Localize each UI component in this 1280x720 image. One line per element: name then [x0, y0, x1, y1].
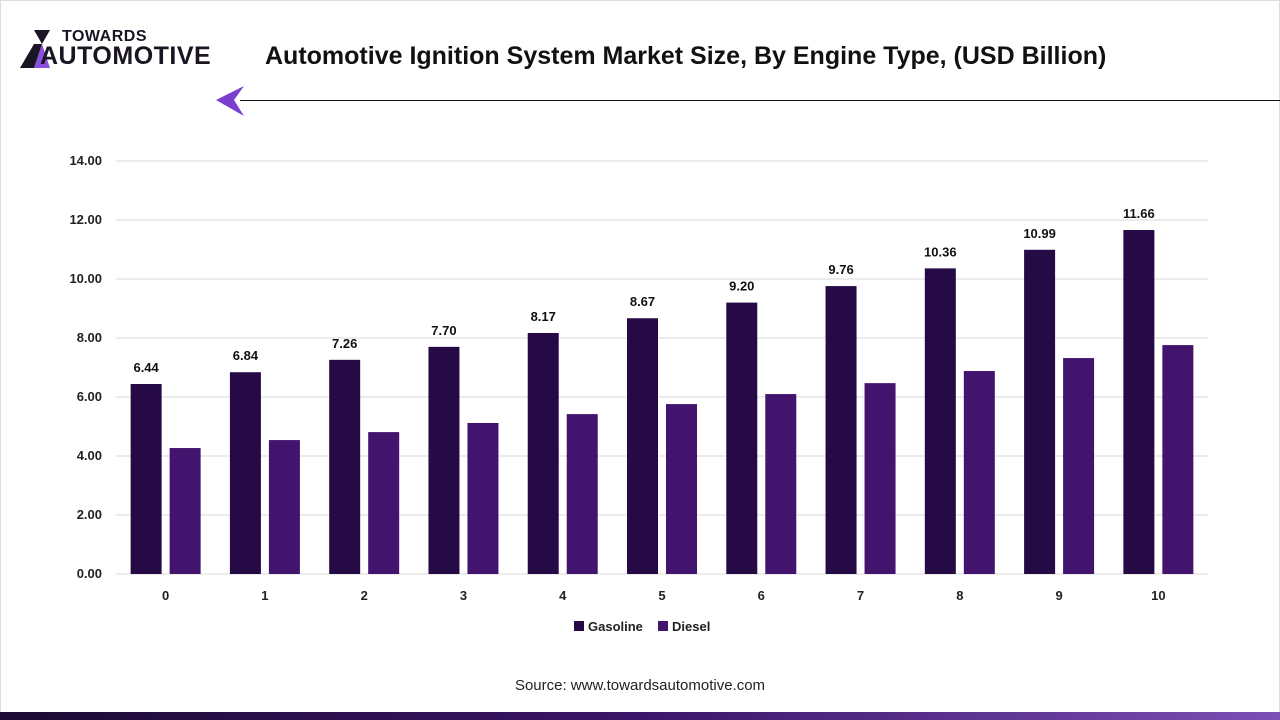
bar-gasoline: [726, 302, 758, 574]
arrow-left-icon: [216, 86, 244, 116]
x-tick-label: 8: [956, 588, 963, 603]
bar-diesel: [467, 422, 499, 574]
logo-bottom-text: AUTOMOTIVE: [40, 42, 212, 70]
x-tick-label: 1: [261, 588, 268, 603]
bar-diesel: [1162, 345, 1194, 574]
legend-swatch-diesel: [658, 621, 668, 631]
bar-gasoline: [1024, 249, 1056, 575]
y-tick-label: 6.00: [77, 389, 102, 404]
x-tick-label: 5: [658, 588, 665, 603]
data-label: 6.44: [133, 360, 159, 375]
bar-diesel: [566, 414, 598, 574]
bar-gasoline: [428, 346, 460, 574]
y-tick-label: 0.00: [77, 566, 102, 581]
y-tick-label: 2.00: [77, 507, 102, 522]
data-label: 9.20: [729, 279, 754, 294]
y-tick-label: 14.00: [69, 153, 102, 168]
x-tick-label: 4: [559, 588, 567, 603]
page-title: Automotive Ignition System Market Size, …: [265, 42, 1107, 70]
bar-gasoline: [527, 332, 559, 574]
bar-diesel: [963, 371, 995, 574]
x-tick-label: 3: [460, 588, 467, 603]
logo: TOWARDS AUTOMOTIVE: [20, 28, 230, 73]
legend-label-diesel: Diesel: [672, 619, 710, 634]
data-label: 7.70: [431, 323, 456, 338]
bar-diesel: [368, 432, 400, 574]
data-label: 7.26: [332, 336, 357, 351]
data-label: 8.17: [531, 309, 556, 324]
bar-diesel: [169, 448, 201, 574]
legend-label-gasoline: Gasoline: [588, 619, 643, 634]
data-label: 11.66: [1123, 206, 1155, 221]
bar-gasoline: [1123, 230, 1155, 574]
x-tick-label: 10: [1151, 588, 1165, 603]
y-tick-label: 4.00: [77, 448, 102, 463]
bar-gasoline: [627, 318, 658, 574]
legend-swatch-gasoline: [574, 621, 584, 631]
data-label: 10.36: [924, 244, 957, 259]
logo-mark-icon: [20, 30, 50, 68]
data-label: 10.99: [1023, 226, 1056, 241]
x-tick-label: 0: [162, 588, 169, 603]
bar-diesel: [864, 383, 896, 574]
bar-gasoline: [924, 268, 956, 574]
x-tick-label: 2: [361, 588, 368, 603]
title-divider: [240, 100, 1280, 101]
bar-diesel: [1063, 358, 1095, 574]
logo-top-text: TOWARDS: [62, 28, 147, 45]
bar-gasoline: [825, 286, 857, 574]
bar-gasoline: [229, 372, 261, 574]
y-tick-label: 8.00: [77, 330, 102, 345]
x-tick-label: 7: [857, 588, 864, 603]
bar-diesel: [268, 440, 300, 574]
bar-diesel: [666, 404, 697, 574]
data-label: 9.76: [828, 262, 853, 277]
x-tick-label: 9: [1055, 588, 1062, 603]
bar-diesel: [765, 394, 797, 574]
data-label: 8.67: [630, 294, 655, 309]
bottom-strip: [0, 712, 1280, 720]
y-tick-label: 10.00: [69, 271, 102, 286]
bar-gasoline: [329, 359, 361, 574]
x-tick-label: 6: [758, 588, 765, 603]
data-label: 6.84: [233, 348, 259, 363]
source-text: Source: www.towardsautomotive.com: [514, 677, 766, 694]
y-tick-label: 12.00: [69, 212, 102, 227]
bar-gasoline: [130, 384, 162, 574]
